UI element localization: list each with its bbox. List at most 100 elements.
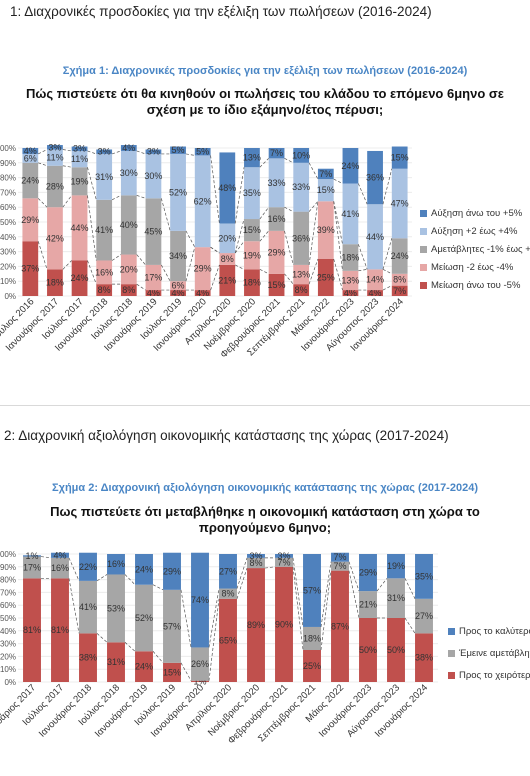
legend-label: Μείωση άνω του -5% [431, 280, 521, 291]
bar-value-label: 29% [359, 568, 377, 578]
series-connector [320, 561, 332, 628]
bar-value-label: 15% [268, 280, 286, 290]
bar-value-label: 90% [275, 619, 293, 629]
bar-value-label: 44% [71, 223, 89, 233]
series-connector [259, 269, 269, 275]
bar-segment [317, 259, 334, 296]
bar-value-label: 3% [277, 551, 290, 561]
bar-segment [268, 148, 285, 159]
bar-value-label: 38% [415, 653, 433, 663]
bar-segment [191, 680, 209, 682]
series-connector [308, 162, 319, 180]
y-tick-label: 10% [0, 665, 16, 674]
bar-segment [293, 162, 310, 212]
bar-value-label: 30% [120, 168, 138, 178]
bar-segment [317, 201, 334, 259]
legend-label: Έμεινε αμετάβλητη [458, 648, 530, 659]
bar-value-label: 8% [98, 285, 111, 295]
bar-value-label: 25% [303, 661, 321, 671]
bar-segment [387, 578, 405, 618]
series-connector [185, 153, 195, 156]
bar-segment [247, 557, 265, 569]
series-connector [333, 258, 343, 291]
bar-segment [71, 167, 88, 196]
y-tick-label: 100% [0, 550, 16, 559]
bar-segment [135, 584, 153, 652]
bar-segment [367, 150, 383, 205]
bar-segment [194, 290, 211, 296]
bar-segment [247, 568, 265, 682]
bar-segment [342, 270, 359, 291]
bar-value-label: 1% [193, 676, 206, 686]
bar-value-label: 4% [344, 288, 357, 298]
bar-segment [22, 162, 39, 199]
series-connector [87, 150, 97, 155]
bar-value-label: 5% [172, 145, 185, 155]
series-connector [333, 201, 343, 245]
series-connector [308, 201, 319, 212]
legend-label: Αύξηση +2 έως +4% [431, 226, 518, 237]
y-tick-label: 50% [0, 614, 16, 623]
y-tick-label: 10% [0, 277, 16, 286]
bar-value-label: 5% [196, 147, 209, 157]
bar-value-label: 21% [359, 600, 377, 610]
bar-value-label: 13% [292, 270, 310, 280]
y-tick-label: 0% [4, 292, 16, 301]
bar-segment [120, 284, 137, 296]
bar-value-label: 16% [95, 267, 113, 277]
x-tick-label: Ιανουάριος 2024 [373, 682, 430, 739]
bar-value-label: 24% [135, 564, 153, 574]
series-connector [96, 633, 108, 643]
bar-value-label: 29% [268, 247, 286, 257]
bar-value-label: 38% [79, 653, 97, 663]
bar-value-label: 27% [415, 611, 433, 621]
bar-value-label: 62% [194, 196, 212, 206]
legend-swatch [448, 628, 455, 635]
bar-segment [244, 167, 260, 220]
bar-value-label: 14% [366, 275, 384, 285]
bar-value-label: 13% [341, 275, 359, 285]
bar-segment [367, 269, 383, 291]
bar-segment [71, 195, 88, 261]
bar-value-label: 8% [249, 558, 262, 568]
y-tick-label: 70% [0, 188, 16, 197]
series-connector [333, 201, 343, 271]
y-tick-label: 30% [0, 640, 16, 649]
bar-value-label: 81% [51, 625, 69, 635]
legend-swatch [448, 672, 455, 679]
bar-segment [22, 198, 39, 242]
bar-segment [47, 145, 63, 150]
bar-segment [219, 554, 237, 589]
bar-segment [96, 153, 113, 200]
bar-segment [275, 566, 293, 682]
legend-swatch [420, 246, 427, 253]
bar-segment [303, 554, 321, 627]
bar-value-label: 41% [341, 209, 359, 219]
bar-value-label: 7% [333, 552, 346, 562]
bar-segment [317, 179, 334, 202]
bar-value-label: 4% [147, 288, 160, 298]
bar-value-label: 24% [341, 161, 359, 171]
bar-segment [71, 146, 88, 151]
bar-segment [107, 554, 125, 575]
figure1-question-line2: σχέση με το ίδιο εξάμηνο/έτος πέρυσι; [146, 102, 384, 117]
series-connector [234, 218, 245, 254]
y-tick-label: 60% [0, 601, 16, 610]
bar-value-label: 33% [268, 178, 286, 188]
y-tick-label: 80% [0, 576, 16, 585]
series-connector [236, 557, 248, 589]
series-connector [62, 149, 72, 152]
bar-value-label: 15% [163, 667, 181, 677]
bar-value-label: 15% [391, 153, 409, 163]
legend-swatch [448, 650, 455, 657]
bar-segment [219, 223, 236, 254]
bar-value-label: 15% [317, 185, 335, 195]
bar-segment [22, 153, 39, 163]
bar-segment [415, 633, 433, 682]
bar-segment [96, 284, 113, 296]
y-tick-label: 50% [0, 218, 16, 227]
bar-segment [145, 198, 162, 265]
bar-segment [359, 618, 377, 682]
bar-value-label: 89% [247, 620, 265, 630]
bar-value-label: 44% [366, 232, 384, 242]
